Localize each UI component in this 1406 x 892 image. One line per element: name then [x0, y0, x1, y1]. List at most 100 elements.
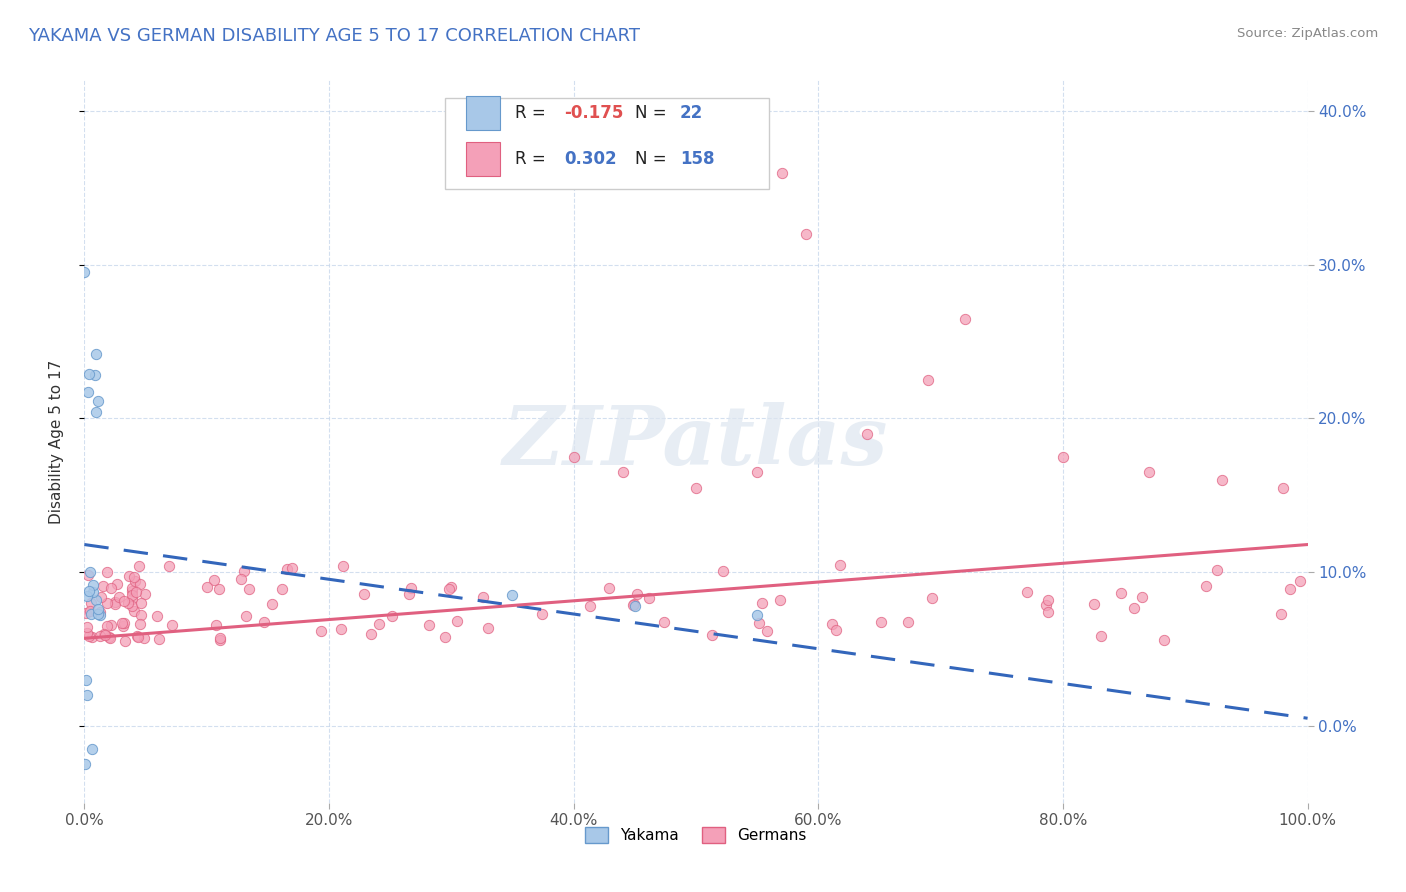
Point [114, 634, 136, 648]
Point [399, 581, 422, 595]
Point [96, 565, 118, 579]
Point [368, 617, 391, 632]
Point [1270, 607, 1292, 621]
Point [953, 311, 976, 326]
Point [129, 617, 152, 632]
Text: N =: N = [636, 104, 672, 122]
Point [330, 622, 353, 636]
Point [103, 595, 125, 609]
Point [751, 596, 773, 610]
Point [84, 593, 107, 607]
Point [145, 609, 167, 624]
Point [824, 623, 846, 637]
Point [621, 598, 644, 612]
Text: N =: N = [636, 150, 672, 168]
Point [437, 582, 460, 597]
Point [238, 582, 260, 597]
Point [1036, 593, 1059, 607]
Point [100, 581, 122, 595]
Point [83, 368, 105, 382]
Point [477, 621, 499, 635]
Point [1289, 574, 1312, 588]
Point [253, 615, 276, 629]
Point [1090, 629, 1112, 643]
Point [122, 570, 145, 584]
Point [353, 587, 375, 601]
Point [93, 627, 115, 641]
Point [121, 583, 143, 598]
Point [208, 632, 231, 647]
Point [77, 368, 100, 382]
Point [82, 742, 104, 756]
Bar [465, 95, 501, 130]
Point [1123, 601, 1146, 615]
Point [117, 596, 139, 610]
Point [112, 615, 135, 630]
Point [794, 227, 817, 241]
Point [562, 450, 585, 464]
Point [121, 599, 143, 613]
Point [530, 607, 553, 621]
Point [104, 598, 127, 612]
Point [770, 165, 793, 179]
Point [821, 616, 844, 631]
Point [132, 632, 155, 646]
Text: -0.175: -0.175 [564, 104, 623, 122]
Point [439, 580, 461, 594]
Point [98, 630, 121, 644]
Point [118, 569, 141, 583]
Point [125, 585, 148, 599]
Point [700, 627, 723, 641]
Point [76, 625, 98, 640]
Point [418, 617, 440, 632]
Point [446, 615, 468, 629]
Point [94, 628, 117, 642]
Point [624, 599, 647, 613]
Point [124, 574, 146, 588]
Point [122, 604, 145, 618]
Point [626, 587, 648, 601]
Point [87, 394, 110, 409]
Point [917, 373, 939, 387]
Point [748, 615, 770, 630]
Point [112, 594, 135, 608]
Point [830, 558, 852, 573]
Point [121, 581, 143, 595]
Text: R =: R = [515, 104, 551, 122]
Point [280, 561, 302, 575]
Point [195, 580, 218, 594]
Point [160, 618, 183, 632]
Point [89, 629, 111, 643]
Point [111, 618, 134, 632]
Point [711, 564, 734, 578]
Text: YAKAMA VS GERMAN DISABILITY AGE 5 TO 17 CORRELATION CHART: YAKAMA VS GERMAN DISABILITY AGE 5 TO 17 … [28, 27, 640, 45]
Point [1195, 578, 1218, 592]
Text: R =: R = [515, 150, 551, 168]
Point [77, 629, 100, 643]
Point [76, 589, 98, 603]
Point [229, 573, 252, 587]
Point [747, 608, 769, 623]
Point [756, 624, 779, 639]
Point [89, 606, 111, 620]
Point [204, 573, 226, 587]
Point [73, 757, 96, 772]
Point [77, 584, 100, 599]
Point [77, 568, 100, 582]
Y-axis label: Disability Age 5 to 17: Disability Age 5 to 17 [49, 359, 63, 524]
Point [208, 582, 231, 596]
Point [398, 586, 420, 600]
Point [80, 596, 103, 610]
Point [235, 609, 257, 624]
Point [96, 619, 118, 633]
Point [360, 626, 382, 640]
Point [79, 604, 101, 618]
Text: 158: 158 [681, 150, 714, 168]
Point [107, 576, 129, 591]
Point [91, 579, 114, 593]
Point [471, 590, 494, 604]
Point [121, 592, 143, 607]
Point [1153, 632, 1175, 647]
Point [76, 385, 98, 400]
Point [332, 559, 354, 574]
